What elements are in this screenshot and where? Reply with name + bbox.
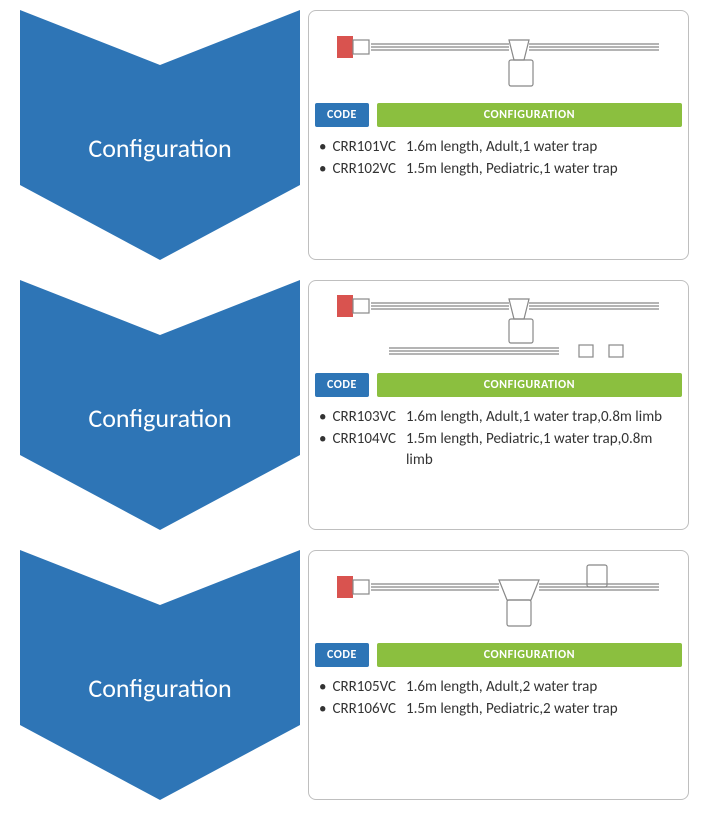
header-row: CODE CONFIGURATION <box>315 103 682 127</box>
header-row: CODE CONFIGURATION <box>315 373 682 397</box>
config-card: CODE CONFIGURATION • CRR105VC 1.6m lengt… <box>308 550 689 800</box>
config-item: • CRR106VC 1.5m length, Pediatric,2 wate… <box>319 699 678 719</box>
header-code: CODE <box>315 103 369 127</box>
config-item: • CRR102VC 1.5m length, Pediatric,1 wate… <box>319 159 678 179</box>
config-item: • CRR101VC 1.6m length, Adult,1 water tr… <box>319 137 678 157</box>
bullet-icon: • <box>319 137 326 157</box>
item-desc: 1.5m length, Pediatric,1 water trap <box>406 159 618 179</box>
item-desc: 1.6m length, Adult,1 water trap,0.8m lim… <box>406 407 662 427</box>
header-configuration: CONFIGURATION <box>377 373 682 397</box>
config-item: • CRR105VC 1.6m length, Adult,2 water tr… <box>319 677 678 697</box>
bullet-icon: • <box>319 429 326 449</box>
product-illustration <box>315 17 682 97</box>
chevron-arrow: Configuration <box>20 280 300 530</box>
item-desc: 1.6m length, Adult,1 water trap <box>406 137 597 157</box>
header-code: CODE <box>315 373 369 397</box>
item-code: CRR104VC <box>332 429 395 449</box>
bullet-icon: • <box>319 677 326 697</box>
chevron-arrow: Configuration <box>20 10 300 260</box>
config-item: • CRR103VC 1.6m length, Adult,1 water tr… <box>319 407 678 427</box>
product-illustration <box>315 287 682 367</box>
item-desc: 1.6m length, Adult,2 water trap <box>406 677 597 697</box>
item-code: CRR106VC <box>332 699 395 719</box>
items-list: • CRR103VC 1.6m length, Adult,1 water tr… <box>315 405 682 472</box>
item-desc: 1.5m length, Pediatric,2 water trap <box>406 699 618 719</box>
header-configuration: CONFIGURATION <box>377 643 682 667</box>
item-code: CRR102VC <box>332 159 395 179</box>
item-code: CRR105VC <box>332 677 395 697</box>
item-desc: 1.5m length, Pediatric,1 water trap,0.8m… <box>406 429 678 470</box>
header-configuration: CONFIGURATION <box>377 103 682 127</box>
product-illustration <box>315 557 682 637</box>
config-item: • CRR104VC 1.5m length, Pediatric,1 wate… <box>319 429 678 470</box>
config-card: CODE CONFIGURATION • CRR103VC 1.6m lengt… <box>308 280 689 530</box>
chevron-label: Configuration <box>20 672 300 704</box>
items-list: • CRR105VC 1.6m length, Adult,2 water tr… <box>315 675 682 722</box>
items-list: • CRR101VC 1.6m length, Adult,1 water tr… <box>315 135 682 182</box>
header-code: CODE <box>315 643 369 667</box>
chevron-label: Configuration <box>20 402 300 434</box>
bullet-icon: • <box>319 699 326 719</box>
chevron-arrow: Configuration <box>20 550 300 800</box>
bullet-icon: • <box>319 407 326 427</box>
config-card: CODE CONFIGURATION • CRR101VC 1.6m lengt… <box>308 10 689 260</box>
header-row: CODE CONFIGURATION <box>315 643 682 667</box>
config-row: Configuration <box>20 280 689 530</box>
config-row: Configuration CODE CONFIGURATIO <box>20 550 689 800</box>
config-row: Configuration CODE <box>20 10 689 260</box>
chevron-label: Configuration <box>20 132 300 164</box>
item-code: CRR101VC <box>332 137 395 157</box>
bullet-icon: • <box>319 159 326 179</box>
item-code: CRR103VC <box>332 407 395 427</box>
